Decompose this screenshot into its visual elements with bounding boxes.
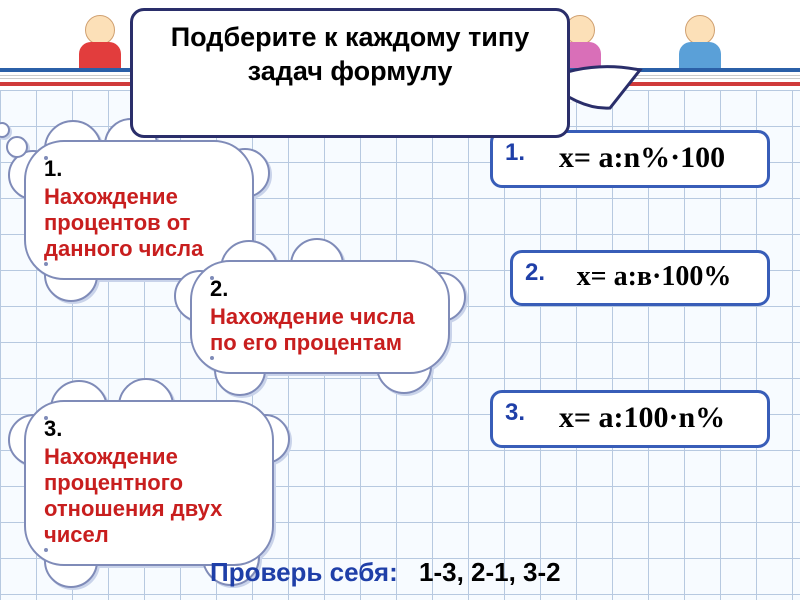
- formula-box-1: 1. x= a:n%·100: [490, 130, 770, 188]
- cloud-text: Нахождение числа по его процентам: [210, 304, 430, 356]
- formula-equation: x= a:n%·100: [509, 141, 751, 175]
- formula-box-3: 3. x= a:100·n%: [490, 390, 770, 448]
- formula-equation: x= a:100·n%: [509, 401, 751, 435]
- cloud-number: 1.: [44, 156, 234, 182]
- title-text: Подберите к каждому типу задач формулу: [171, 22, 529, 86]
- problem-cloud-3: 3. Нахождение процентного отношения двух…: [24, 400, 274, 566]
- cloud-text: Нахождение процентов от данного числа: [44, 184, 234, 262]
- answer-text: 1-3, 2-1, 3-2: [419, 557, 561, 587]
- kid-icon: [70, 10, 130, 70]
- cloud-number: 3.: [44, 416, 254, 442]
- formula-number: 3.: [505, 399, 525, 427]
- formula-box-2: 2. x= a:в·100%: [510, 250, 770, 306]
- formula-number: 2.: [525, 259, 545, 287]
- formula-equation: x= a:в·100%: [529, 261, 751, 293]
- kid-icon: [670, 10, 730, 70]
- cloud-text: Нахождение процентного отношения двух чи…: [44, 444, 254, 548]
- answer-label: Проверь себя:: [210, 557, 398, 587]
- answer-line: Проверь себя: 1-3, 2-1, 3-2: [210, 557, 561, 588]
- problem-cloud-2: 2. Нахождение числа по его процентам: [190, 260, 450, 374]
- problem-cloud-1: 1. Нахождение процентов от данного числа: [24, 140, 254, 280]
- formula-number: 1.: [505, 139, 525, 167]
- title-box: Подберите к каждому типу задач формулу: [130, 8, 570, 138]
- cloud-number: 2.: [210, 276, 430, 302]
